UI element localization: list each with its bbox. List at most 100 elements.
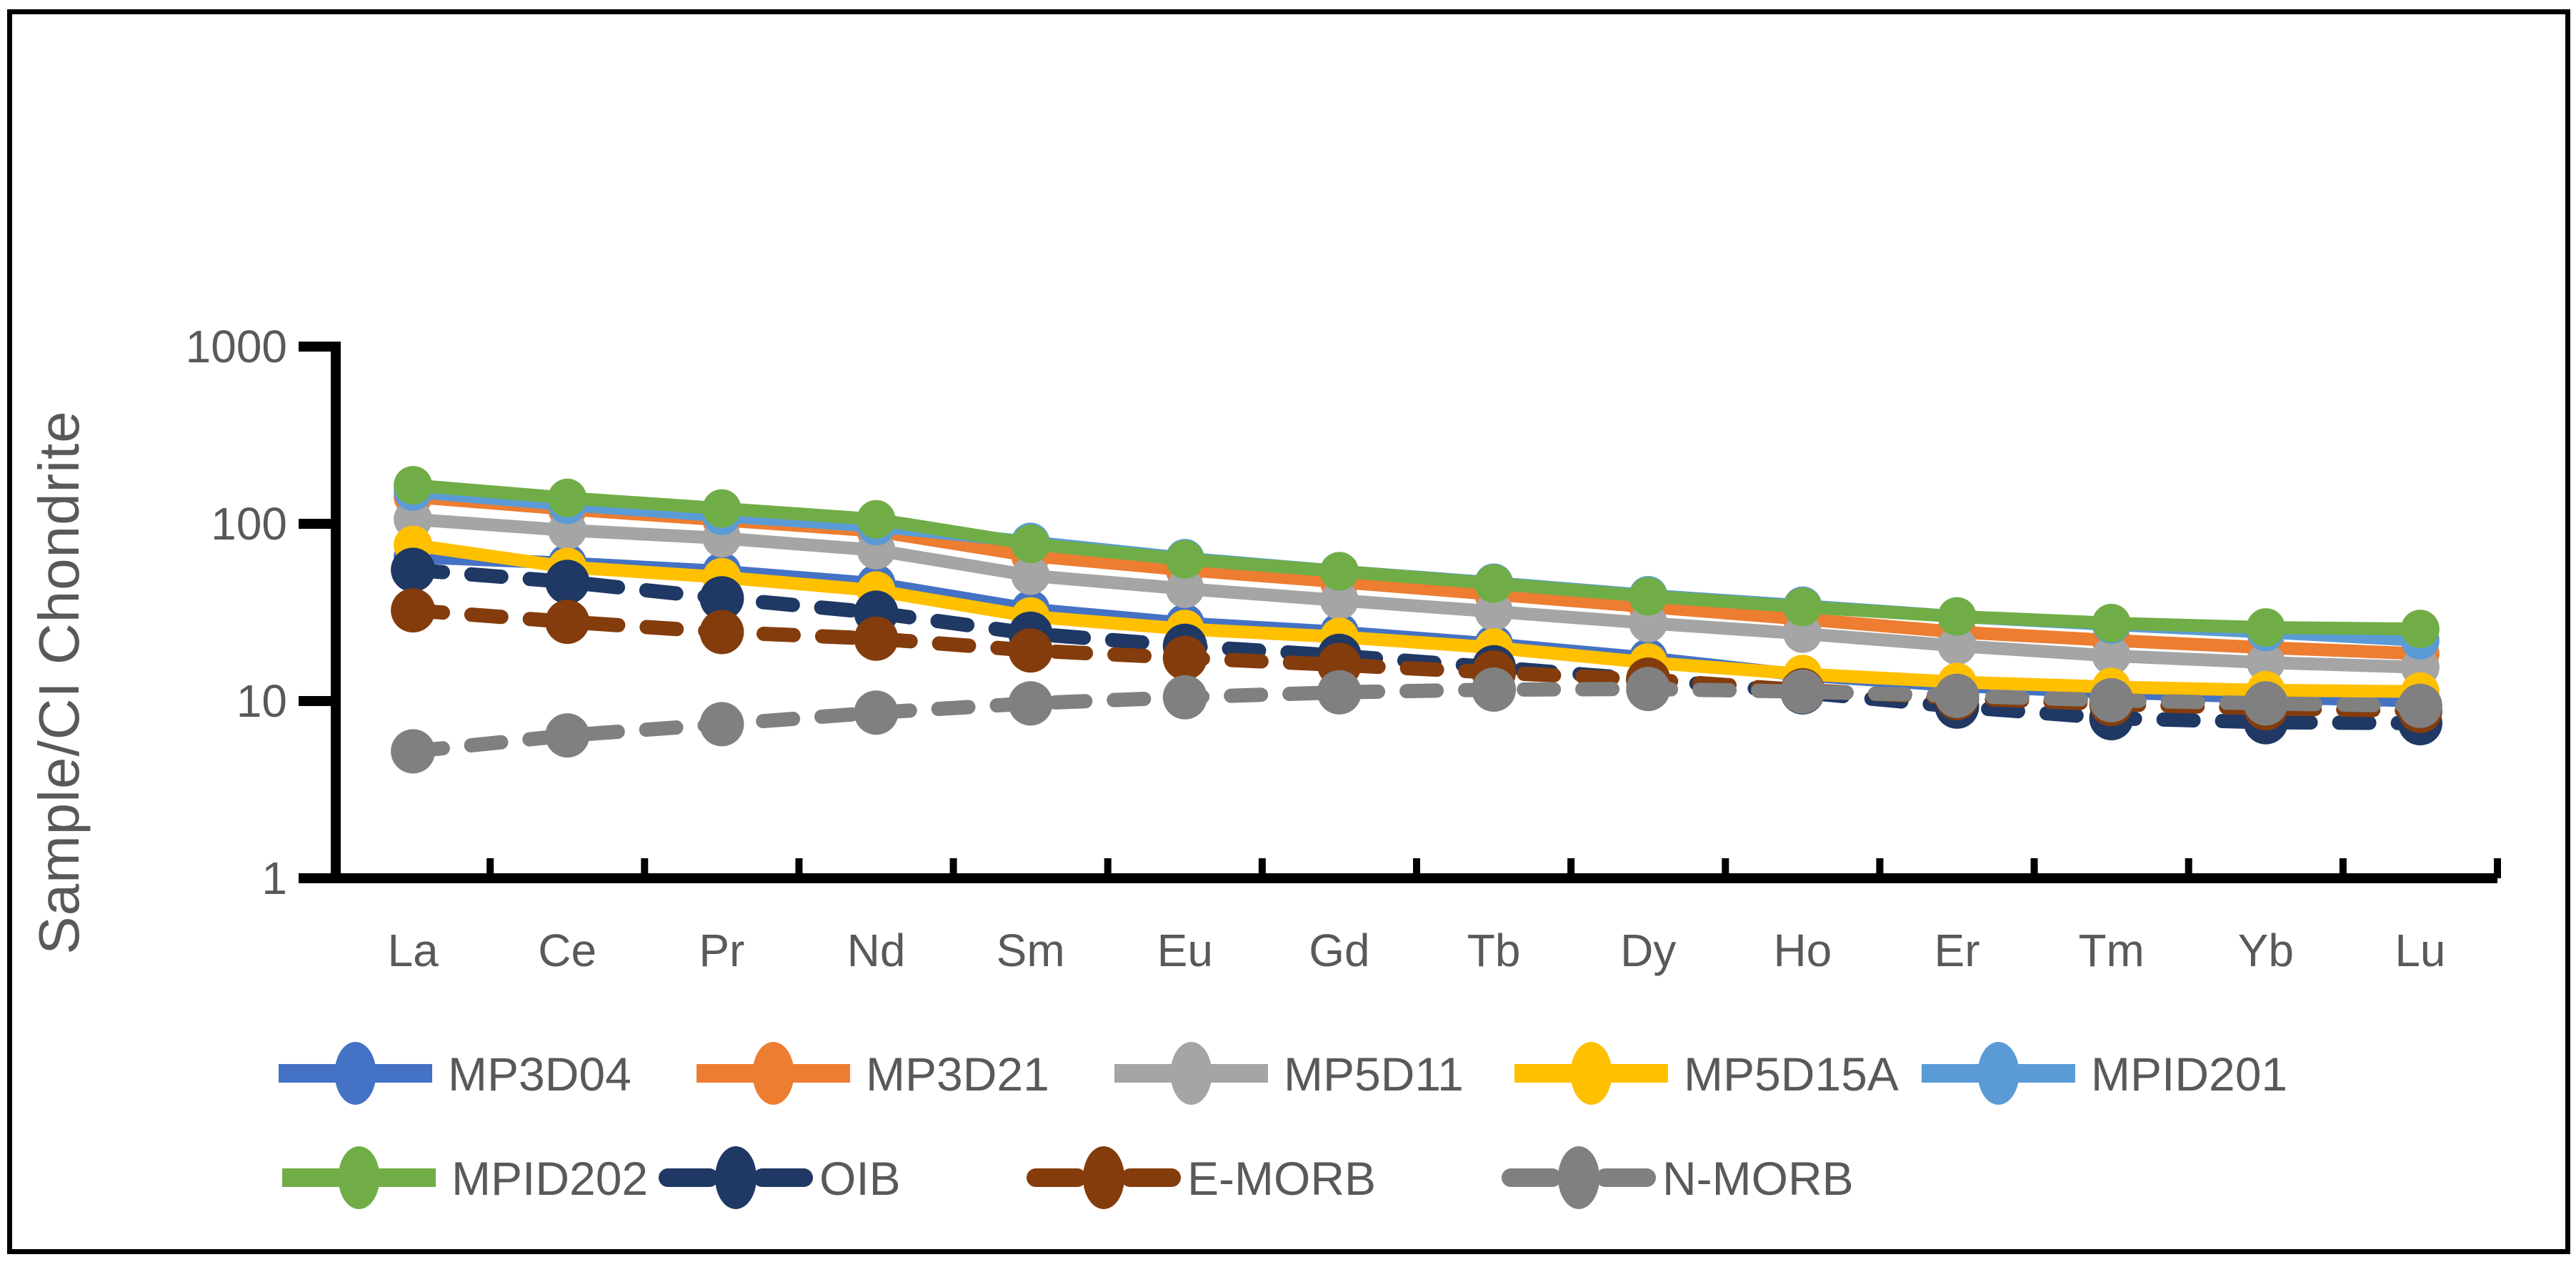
legend-label-MP3D21: MP3D21 [866,1048,1049,1100]
line-N-MORB [406,682,2427,759]
marker-MPID202-Dy [1629,577,1668,616]
legend-label-MP5D15A: MP5D15A [1684,1048,1899,1100]
marker-N-MORB-La [391,729,436,774]
line-MP5D11 [406,512,2427,674]
marker-OIB-Pr [699,576,744,621]
x-category-label-Ce: Ce [538,925,596,976]
legend-item-MPID202: MPID202 [282,1146,648,1209]
marker-E-MORB-Ce [545,600,590,645]
legend-marker-MP5D15A [1570,1042,1612,1105]
legend-marker-MP5D11 [1170,1042,1212,1105]
legend-item-MP3D04: MP3D04 [279,1042,631,1105]
marker-N-MORB-Eu [1162,675,1207,720]
y-axis-title: Sample/CI Chondrite [27,410,91,955]
marker-MP5D11-Ho [1783,614,1822,653]
y-tick-label-1: 1 [261,853,287,904]
legend-label-MPID201: MPID201 [2091,1048,2287,1100]
legend-marker-MP3D04 [334,1042,376,1105]
legend-marker-E-MORB [1083,1146,1124,1209]
marker-MPID202-Gd [1319,552,1359,591]
legend-item-E-MORB: E-MORB [1027,1146,1376,1209]
y-tick-label-100: 100 [211,498,287,550]
marker-E-MORB-Sm [1008,628,1053,673]
marker-MPID202-Sm [1011,525,1050,564]
legend-item-MP5D11: MP5D11 [1114,1042,1464,1105]
marker-N-MORB-Ce [545,713,590,758]
marker-MPID202-Tb [1474,564,1514,603]
marker-MP5D11-Tb [1474,592,1514,631]
legend: MP3D04 MP3D21 MP5D11 MP5D15A MPID201 MPID202 O… [279,1042,2287,1209]
marker-N-MORB-Lu [2397,683,2442,728]
x-category-label-Tm: Tm [2078,925,2144,976]
marker-N-MORB-Sm [1008,681,1053,726]
marker-MPID202-La [394,466,433,505]
y-tick-label-1000: 1000 [186,321,287,372]
legend-marker-MPID201 [1977,1042,2020,1105]
x-category-label-Nd: Nd [847,925,906,976]
series-MPID202 [394,466,2440,649]
marker-MP5D11-Eu [1165,569,1204,608]
x-category-label-Eu: Eu [1157,925,1213,976]
line-MP5D15A [406,538,2427,698]
marker-N-MORB-Tb [1472,667,1517,712]
marker-E-MORB-Eu [1162,635,1207,680]
legend-item-MP3D21: MP3D21 [697,1042,1049,1105]
x-category-label-Tb: Tb [1467,925,1521,976]
marker-MPID202-Lu [2400,610,2440,649]
marker-N-MORB-Yb [2243,681,2288,726]
marker-MPID202-Er [1937,597,1977,636]
y-tick-label-10: 10 [236,675,287,727]
marker-OIB-Ce [545,560,590,605]
marker-OIB-La [391,547,436,592]
x-category-label-Er: Er [1935,925,1980,976]
marker-N-MORB-Dy [1626,667,1671,712]
legend-item-N-MORB: N-MORB [1502,1146,1854,1209]
marker-MPID202-Eu [1165,540,1204,579]
marker-MPID202-Nd [857,500,896,539]
x-category-label-La: La [387,925,439,976]
marker-N-MORB-Tm [2089,677,2134,722]
marker-N-MORB-Gd [1317,670,1362,715]
legend-marker-MPID202 [338,1146,380,1209]
marker-MP5D11-Yb [2246,643,2285,682]
marker-E-MORB-Pr [699,610,744,655]
marker-MP5D11-Sm [1011,556,1050,595]
x-category-label-Gd: Gd [1309,925,1369,976]
marker-MPID202-Tm [2092,604,2131,642]
marker-MP5D11-Dy [1629,604,1668,642]
legend-item-MPID201: MPID201 [1922,1042,2287,1105]
legend-marker-OIB [715,1146,757,1209]
x-category-label-Sm: Sm [997,925,1065,976]
marker-MPID202-Pr [702,489,742,528]
legend-label-N-MORB: N-MORB [1662,1152,1854,1205]
x-category-label-Ho: Ho [1773,925,1832,976]
legend-label-MPID202: MPID202 [451,1152,648,1205]
marker-MPID202-Yb [2246,608,2285,647]
marker-N-MORB-Ho [1780,669,1825,714]
marker-MP5D11-Gd [1319,581,1359,620]
marker-N-MORB-Pr [699,702,744,747]
legend-label-MP5D11: MP5D11 [1284,1048,1464,1100]
series-MP5D11 [394,500,2440,687]
marker-E-MORB-La [391,588,436,633]
x-category-label-Pr: Pr [699,925,744,976]
marker-E-MORB-Nd [854,616,899,661]
x-category-label-Lu: Lu [2395,925,2445,976]
line-MPID202 [406,479,2427,636]
marker-MP5D11-Er [1937,626,1977,665]
marker-N-MORB-Er [1935,673,1980,718]
legend-item-MP5D15A: MP5D15A [1514,1042,1899,1105]
legend-marker-MP3D21 [752,1042,794,1105]
outer-border [7,9,2570,1254]
axes: 1000 100 10 1 La Ce Pr Nd Sm Eu Gd Tb Dy Ho Er Tm Yb Lu [186,321,2501,976]
legend-item-OIB: OIB [659,1146,901,1209]
legend-marker-N-MORB [1558,1146,1599,1209]
series-N-MORB [391,667,2442,774]
marker-MP5D11-Tm [2092,636,2131,675]
marker-N-MORB-Nd [854,690,899,735]
x-category-label-Dy: Dy [1620,925,1676,976]
x-category-label-Yb: Yb [2238,925,2294,976]
marker-MPID202-Ce [548,478,587,517]
